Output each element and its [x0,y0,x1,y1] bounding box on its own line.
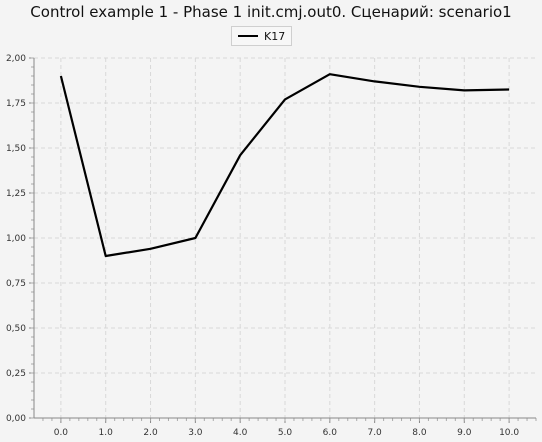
chart-title: Control example 1 - Phase 1 init.cmj.out… [30,3,512,21]
x-tick-label: 5.0 [278,428,293,438]
y-tick-label: 0,75 [6,279,26,289]
y-tick-label: 0,00 [6,414,26,424]
series-line-k17 [59,73,510,258]
legend-label-k17: K17 [264,29,286,43]
legend: K17 [231,26,293,46]
y-tick-label: 1,00 [6,234,26,244]
x-tick-label: 7.0 [367,428,382,438]
x-tick-label: 1.0 [99,428,114,438]
x-tick-label: 6.0 [323,428,338,438]
y-tick-label: 0,50 [6,324,26,334]
y-tick-label: 2,00 [6,54,26,64]
x-tick-label: 0.0 [54,428,69,438]
y-tick-label: 1,25 [6,189,26,199]
y-tick-label: 1,75 [6,99,26,109]
legend-swatch-k17 [238,35,258,37]
x-tick-label: 3.0 [188,428,203,438]
x-tick-label: 8.0 [412,428,427,438]
y-tick-label: 1,50 [6,144,26,154]
x-tick-label: 4.0 [233,428,248,438]
x-tick-label: 2.0 [143,428,158,438]
plot-background [34,58,536,418]
x-tick-label: 9.0 [457,428,472,438]
x-tick-label: 10.0 [499,428,519,438]
y-tick-label: 0,25 [6,369,26,379]
